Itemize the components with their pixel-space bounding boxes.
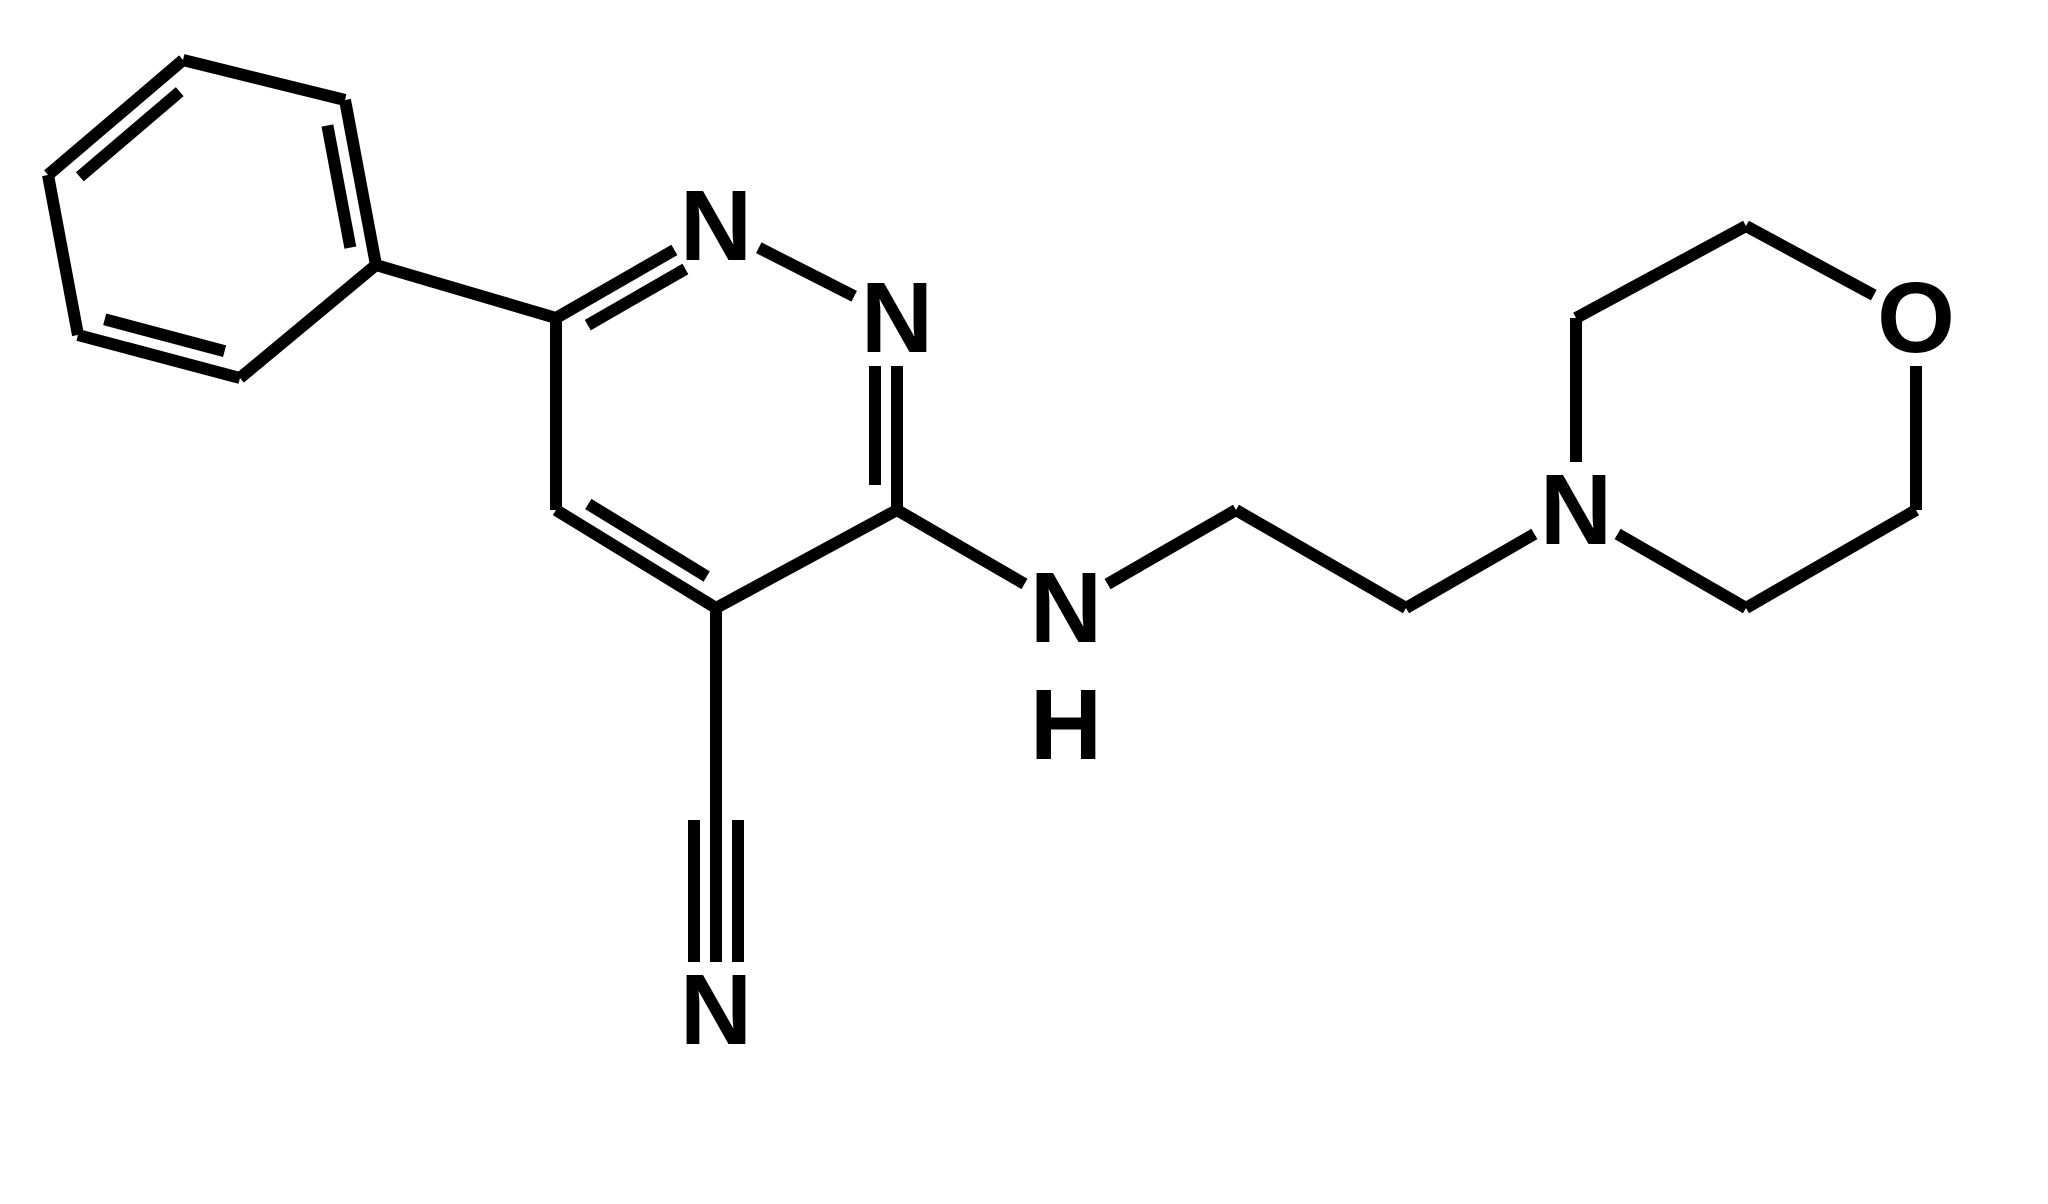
bond [48,175,78,335]
atom-label-n: N [1540,454,1612,566]
atom-label-o: O [1877,262,1955,374]
molecule-diagram: NNNNHNO [0,0,2048,1204]
bond [1236,510,1406,608]
bond [716,510,897,608]
bond [1406,534,1534,608]
bond [327,126,350,248]
bond [556,510,716,608]
atom-label-h: H [1030,669,1102,781]
bond [1576,226,1746,318]
bond [240,265,376,378]
bond [376,265,556,318]
bond [78,335,240,378]
bond [759,248,854,297]
bond [1746,226,1874,295]
atom-label-n: N [680,170,752,282]
bond [1746,510,1916,608]
bond [1618,534,1746,608]
atom-label-n: N [680,954,752,1066]
atom-label-n: N [861,262,933,374]
atom-label-n: N [1030,552,1102,664]
bond [897,510,1024,584]
bond [48,60,183,175]
bond [1108,510,1236,584]
bond [183,60,345,100]
